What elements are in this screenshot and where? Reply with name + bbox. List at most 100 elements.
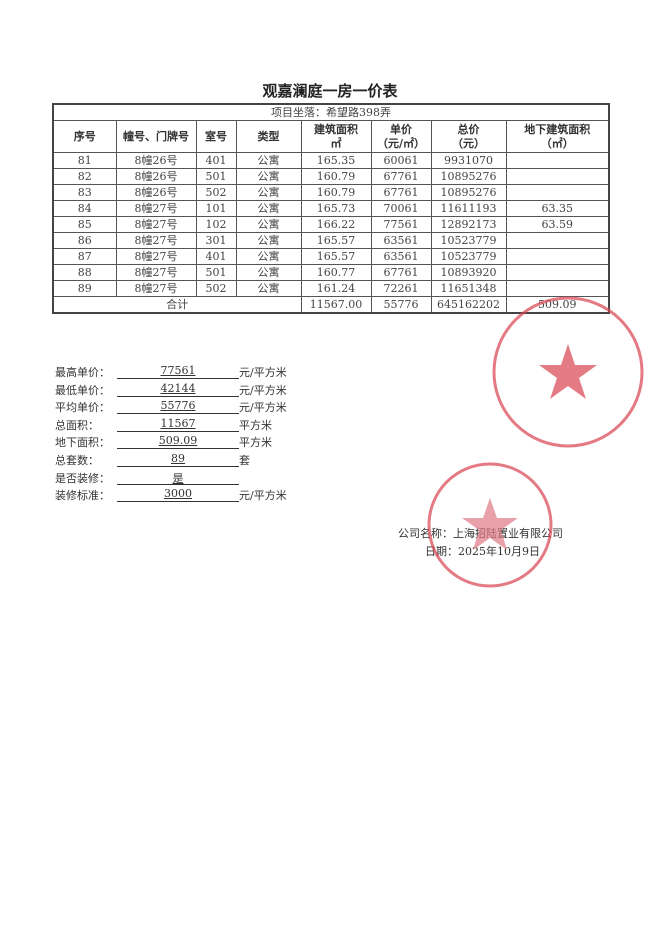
- table-cell: 8幢26号: [115, 152, 197, 169]
- table-cell: 11611193: [430, 200, 507, 217]
- column-header: 建筑面积 ㎡: [300, 120, 372, 153]
- table-cell: 86: [52, 232, 117, 249]
- summary-value-field: 77561: [117, 364, 239, 379]
- table-cell: 8幢27号: [115, 216, 197, 233]
- table-cell: 67761: [370, 264, 432, 281]
- summary-row: 最低单价： 42144 元/平方米: [55, 382, 355, 400]
- table-cell: 83: [52, 184, 117, 201]
- total-row: 合计 11567.00 55776 645162202 509.09: [52, 296, 610, 314]
- summary-row: 平均单价： 55776 元/平方米: [55, 399, 355, 417]
- summary-row: 地下面积： 509.09 平方米: [55, 434, 355, 452]
- table-cell: 8幢27号: [115, 264, 197, 281]
- table-cell: 301: [195, 232, 237, 249]
- summary-value: 11567: [160, 416, 196, 430]
- summary-value: 是: [172, 471, 184, 485]
- table-cell: 82: [52, 168, 117, 185]
- total-label: 合计: [52, 296, 302, 314]
- summary-label: 总面积：: [55, 418, 99, 432]
- summary-label: 最低单价：: [55, 383, 110, 397]
- table-cell: 10893920: [430, 264, 507, 281]
- table-cell: 501: [195, 168, 237, 185]
- table-cell: 8幢27号: [115, 248, 197, 265]
- table-cell: 10523779: [430, 232, 507, 249]
- summary-unit: 元/平方米: [239, 489, 287, 503]
- summary-row: 总套数： 89 套: [55, 452, 355, 470]
- table-cell: 8幢27号: [115, 200, 197, 217]
- summary-label: 总套数：: [55, 453, 99, 467]
- table-cell: 160.77: [300, 264, 372, 281]
- table-cell: 公寓: [235, 168, 302, 185]
- table-row: 81 8幢26号 401 公寓 165.35 60061 9931070: [52, 152, 610, 169]
- table-cell: 67761: [370, 168, 432, 185]
- table-row: 87 8幢27号 401 公寓 165.57 63561 10523779: [52, 248, 610, 265]
- table-cell: 8幢27号: [115, 280, 197, 297]
- summary-value-field: 89: [117, 452, 239, 467]
- summary-value-field: 是: [117, 470, 239, 485]
- total-unit-price: 55776: [370, 296, 432, 314]
- table-cell: 8幢26号: [115, 168, 197, 185]
- table-cell: 63.59: [505, 216, 610, 233]
- table-cell: 85: [52, 216, 117, 233]
- table-cell: 公寓: [235, 216, 302, 233]
- table-cell: 60061: [370, 152, 432, 169]
- table-row: 88 8幢27号 501 公寓 160.77 67761 10893920: [52, 264, 610, 281]
- table-cell: 87: [52, 248, 117, 265]
- summary-section: 最高单价： 77561 元/平方米 最低单价： 42144 元/平方米 平均单价： 55776…: [55, 364, 355, 505]
- summary-unit: 平方米: [239, 418, 272, 432]
- table-cell: 102: [195, 216, 237, 233]
- table-cell: 401: [195, 152, 237, 169]
- table-cell: 165.35: [300, 152, 372, 169]
- government-seal-icon: [492, 296, 644, 448]
- total-price: 645162202: [430, 296, 507, 314]
- table-cell: [505, 264, 610, 281]
- table-cell: 401: [195, 248, 237, 265]
- table-cell: 8幢27号: [115, 232, 197, 249]
- table-cell: 166.22: [300, 216, 372, 233]
- table-cell: 10895276: [430, 184, 507, 201]
- total-area: 11567.00: [300, 296, 372, 314]
- column-header: 地下建筑面积 （㎡）: [505, 120, 610, 153]
- summary-value-field: 55776: [117, 399, 239, 415]
- summary-row: 最高单价： 77561 元/平方米: [55, 364, 355, 382]
- table-row: 89 8幢27号 502 公寓 161.24 72261 11651348: [52, 280, 610, 297]
- project-location: 项目坐落：希望路398弄: [52, 103, 610, 121]
- table-cell: 10895276: [430, 168, 507, 185]
- column-header: 单价 （元/㎡）: [370, 120, 432, 153]
- table-cell: 81: [52, 152, 117, 169]
- summary-unit: 元/平方米: [239, 366, 287, 379]
- table-cell: 84: [52, 200, 117, 217]
- table-cell: 89: [52, 280, 117, 297]
- summary-label: 地下面积：: [55, 436, 110, 450]
- column-header: 室号: [195, 120, 237, 153]
- summary-value: 3000: [164, 487, 192, 501]
- table-row: 84 8幢27号 101 公寓 165.73 70061 11611193 63.35: [52, 200, 610, 217]
- table-cell: 8幢26号: [115, 184, 197, 201]
- table-cell: 63561: [370, 232, 432, 249]
- summary-value-field: 509.09: [117, 434, 239, 450]
- table-cell: 502: [195, 280, 237, 297]
- table-cell: 67761: [370, 184, 432, 201]
- date: 日期：2025年10月9日: [425, 545, 540, 558]
- table-cell: [505, 248, 610, 265]
- table-cell: 10523779: [430, 248, 507, 265]
- table-row: 83 8幢26号 502 公寓 160.79 67761 10895276: [52, 184, 610, 201]
- summary-unit: 平方米: [239, 436, 272, 450]
- table-cell: [505, 184, 610, 201]
- table-cell: 12892173: [430, 216, 507, 233]
- table-cell: 165.57: [300, 248, 372, 265]
- table-cell: 公寓: [235, 232, 302, 249]
- summary-label: 是否装修：: [55, 471, 110, 485]
- summary-label: 装修标准：: [55, 489, 110, 503]
- table-cell: 70061: [370, 200, 432, 217]
- company-seal-icon: [427, 462, 553, 588]
- page-title: 观嘉澜庭一房一价表: [262, 82, 398, 100]
- table-cell: 161.24: [300, 280, 372, 297]
- table-cell: 502: [195, 184, 237, 201]
- table-cell: 72261: [370, 280, 432, 297]
- summary-value: 509.09: [158, 434, 198, 448]
- column-header: 类型: [235, 120, 302, 153]
- summary-label: 最高单价：: [55, 366, 110, 379]
- summary-value-field: 11567: [117, 417, 239, 432]
- summary-value-field: 42144: [117, 382, 239, 397]
